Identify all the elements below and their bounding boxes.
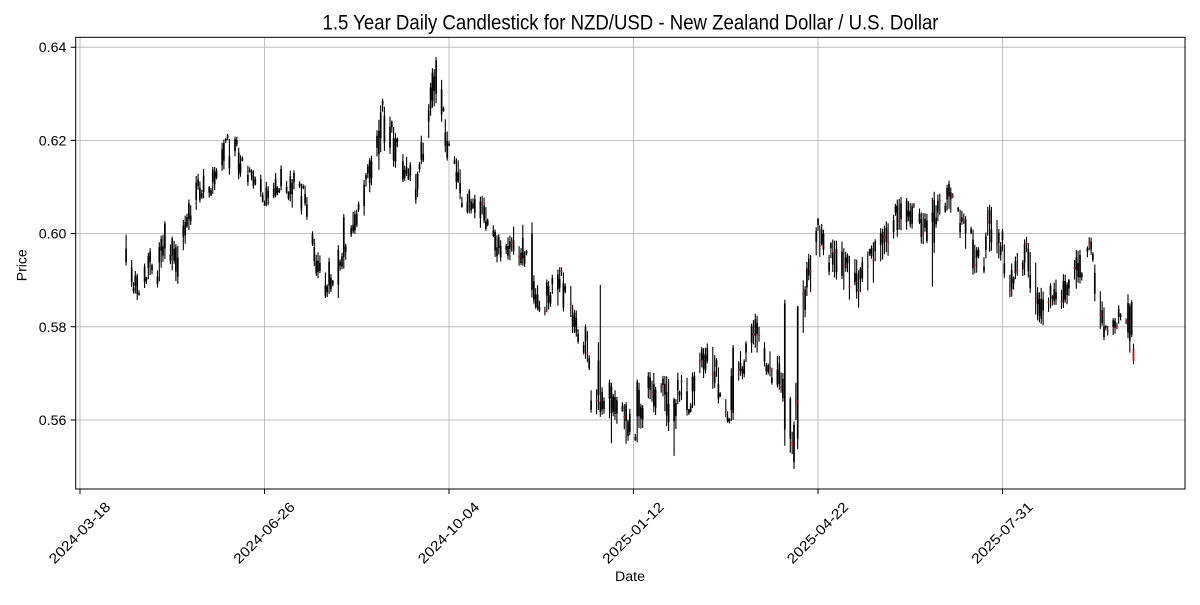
svg-text:1.5 Year Daily Candlestick for: 1.5 Year Daily Candlestick for NZD/USD -… [323, 10, 939, 34]
svg-text:0.60: 0.60 [39, 227, 67, 243]
svg-text:0.58: 0.58 [39, 320, 67, 336]
svg-text:0.64: 0.64 [39, 40, 67, 56]
svg-text:Date: Date [615, 569, 645, 585]
svg-text:0.56: 0.56 [39, 413, 67, 429]
svg-text:0.62: 0.62 [39, 133, 67, 149]
svg-text:Price: Price [15, 249, 31, 281]
